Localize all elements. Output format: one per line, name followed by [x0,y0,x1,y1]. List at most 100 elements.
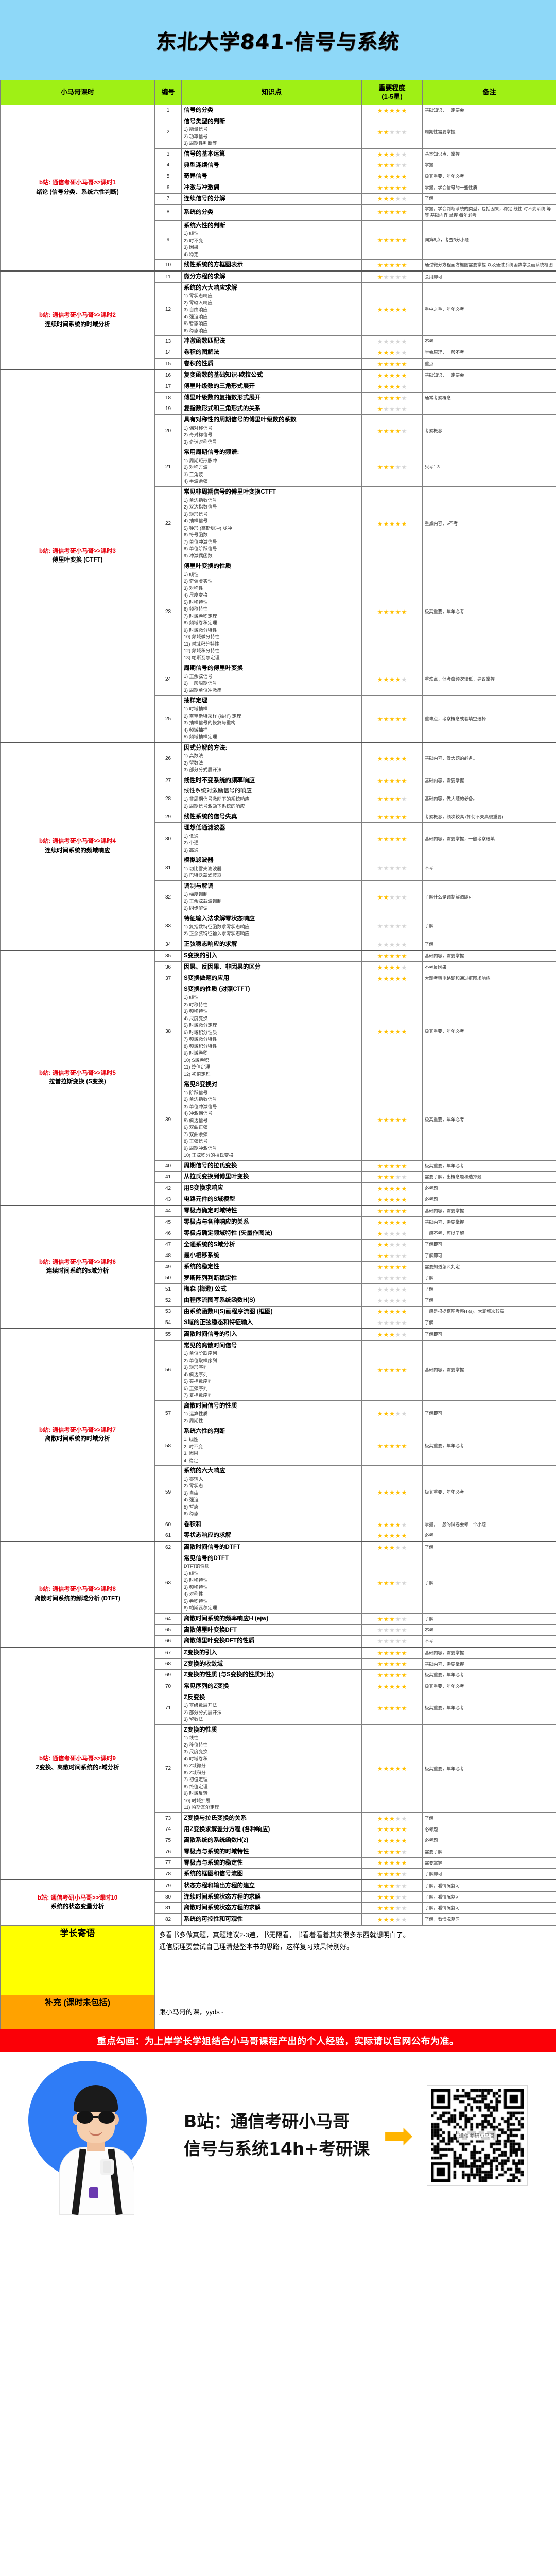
avatar-badge [100,2159,114,2175]
sub-point-item: 4) 半波余弦 [184,479,208,484]
knowledge-point-cell: 离散时间系统状态方程的求解 [181,1902,362,1914]
star-icon: ★ [395,1904,401,1912]
star-icon: ★ [389,1162,395,1170]
header-importance: 重要程度 (1-5星) [361,80,423,105]
knowledge-point-cell: 零极点确定频域特性 (矢量作图法) [181,1227,362,1240]
star-icon: ★ [401,1296,407,1304]
star-icon: ★ [395,1543,401,1551]
knowledge-point-cell: Z变换的性质 (与S变换的性质对比) [181,1669,362,1681]
row-number: 56 [154,1340,182,1401]
table-row: 25 抽样定理 1) 时域抽样 2) 奈奎斯特采样 (抽样) 定理 3) 抽样信号的恢复… [1,695,556,743]
star-icon: ★ [377,1218,384,1226]
knowledge-point-cell: 系统的六大响应 1) 零输入 2) 零状态 3) 自由 4) 强迫 5) 暂态 6) 稳态 [181,1465,362,1519]
table-row: 5 奇异信号 ★★★★★ 极其重要，年年必考 [1,171,556,182]
note-cell: 重点 [422,358,556,370]
table-row: 14 卷积的图解法 ★★★★★ 学会原理，一般不考 [1,347,556,359]
table-row: 82 系统的可控性和可观性 ★★★★★ 了解，看情况复习 [1,1913,556,1925]
qr-code[interactable]: 通信考研小马哥 [426,2085,528,2187]
star-icon: ★ [389,1882,395,1890]
star-icon: ★ [395,1682,401,1690]
sub-point-item: 10) 时域扩展 [184,1798,211,1803]
star-icon: ★ [389,520,395,528]
lesson-label-source: b站: 通信考研小马哥>>课时5 [39,1070,116,1076]
knowledge-point-cell: 卷积的图解法 [181,347,362,359]
note-cell: 大题考察电路题和通过框图求响应 [422,972,556,985]
star-icon: ★ [383,922,389,930]
note-cell: 掌握，学会判断系统的类型，包括因果，稳定 线性 时不变系统 等等 基础内容 掌握… [422,204,556,221]
row-number: 58 [154,1426,182,1466]
star-icon: ★ [395,360,401,368]
star-icon: ★ [383,755,389,763]
note-cell: 极其重要，年年必考 [422,1669,556,1681]
star-icon: ★ [389,715,395,723]
knowledge-point-title: 最小相移系统 [184,1252,219,1259]
importance-stars: ★★★★★ [361,663,423,696]
sub-point-item: 3) 高通 [184,847,199,853]
sub-point-item: 2) 奇对称信号 [184,432,213,438]
knowledge-point-title: 离散傅里叶变换DFT的性质 [184,1638,255,1645]
sub-point-item: 1) 非周期信号激励下的系统响应 [184,796,250,802]
lesson-label: b站: 通信考研小马哥>>课时5 拉普拉斯变换 (S变换) [0,950,155,1206]
star-icon: ★ [389,608,395,616]
importance-stars: ★★★★★ [361,1272,423,1284]
star-icon: ★ [389,794,395,803]
star-icon: ★ [383,835,389,843]
table-row: 78 系统的框图和信号流图 ★★★★★ 了解即可 [1,1868,556,1880]
row-number: 55 [154,1328,182,1341]
row-number: 48 [154,1250,182,1262]
importance-stars: ★★★★★ [361,1328,423,1341]
table-row: 58 系统六性的判断 1. 线性 2. 时不变 3. 因果 4. 稳定 ★★★★★ 极其重要，… [1,1426,556,1466]
knowledge-point-title: 连续信号的分解 [184,195,225,202]
star-icon: ★ [389,463,395,471]
star-icon: ★ [377,1915,384,1923]
sub-point-item: 5) 暂态 [184,1504,199,1510]
star-icon: ★ [395,813,401,821]
sub-point-list: 1) 幂级数展开法 2) 部分分式展开法 3) 留数法 [184,1702,359,1723]
row-number: 37 [154,972,182,985]
star-icon: ★ [383,1626,389,1634]
star-icon: ★ [389,974,395,982]
table-row: 31 模拟滤波器 1) 切比雪夫滤波器 2) 巴特沃兹滤波器 ★★★★★ 不考 [1,855,556,881]
star-icon: ★ [401,106,407,114]
star-icon: ★ [401,161,407,170]
knowledge-point-title: 因果、反因果、非因果的区分 [184,964,261,971]
table-row: 73 Z变换与拉氏变换的关系 ★★★★★ 了解 [1,1812,556,1824]
star-icon: ★ [389,940,395,948]
table-row: 12 系统的六大响应求解 1) 零状态响应 2) 零输入响应 3) 自由响应 4) 强迫响… [1,282,556,336]
star-icon: ★ [377,1532,384,1540]
star-icon: ★ [395,1229,401,1238]
row-number: 28 [154,786,182,812]
star-icon: ★ [383,337,389,346]
table-row: 63 常见信号的DTFT DTFT的性质 1) 线性 2) 时移特性 3) 频移特性 4) … [1,1552,556,1614]
star-icon: ★ [377,1263,384,1271]
star-icon: ★ [389,1837,395,1845]
sub-point-list: 1) 单边指数信号 2) 双边指数信号 3) 矩形信号 4) 抽样信号 5) 钟形 (高… [184,497,359,560]
row-number: 12 [154,282,182,336]
lesson-label: b站: 通信考研小马哥>>课时4 连续时间系统的频域响应 [0,741,155,951]
note-cell: 了解即可 [422,1868,556,1880]
star-icon: ★ [389,1319,395,1327]
sub-point-item: 3) 自由 [184,1490,199,1496]
knowledge-point-cell: 信号的分类 [181,105,362,116]
sub-point-list: 1) 线性 2) 移位特性 3) 尺度变换 4) 时域卷积 5) Z域微分 6) Z域积分… [184,1735,359,1811]
sub-point-item: 1) 偶对称信号 [184,425,213,431]
row-number: 3 [154,148,182,160]
star-icon: ★ [377,106,384,114]
sub-point-item: DTFT的性质 [184,1564,210,1569]
table-row: 53 由系统函数H(S)画程序流图 (框图) ★★★★★ 一般是根据框图考察H (s)… [1,1306,556,1318]
knowledge-point-title: 模拟滤波器 [184,857,214,864]
importance-stars: ★★★★★ [361,282,423,336]
sub-point-item: 7) 单位冲激信号 [184,539,217,545]
note-cell: 不考 [422,1635,556,1648]
star-icon: ★ [377,608,384,616]
knowledge-point-title: 傅里叶变换的性质 [184,563,231,570]
knowledge-point-title: 离散傅里叶变换DFT [184,1626,237,1633]
note-cell: 极其重要，年年必考 [422,1691,556,1725]
row-number: 63 [154,1552,182,1614]
knowledge-point-title: S变换做题的应用 [184,975,230,981]
star-icon: ★ [395,1882,401,1890]
star-icon: ★ [383,1859,389,1867]
sub-point-item: 2) 时移特性 [184,1578,208,1583]
star-icon: ★ [383,1837,389,1845]
row-number: 45 [154,1216,182,1228]
